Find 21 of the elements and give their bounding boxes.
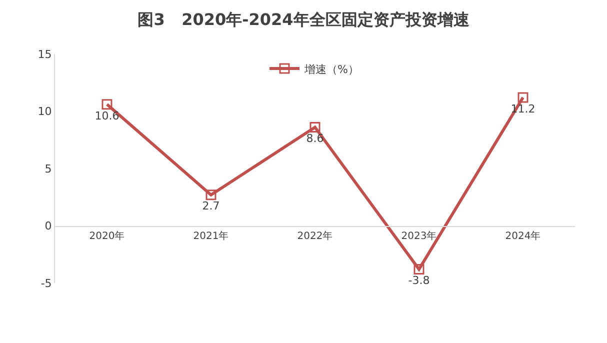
data-label: 10.6 xyxy=(94,109,120,122)
legend-label: 增速（%） xyxy=(304,62,359,76)
y-tick-label: 5 xyxy=(44,162,52,176)
y-tick-label: 0 xyxy=(44,220,52,233)
data-label: 8.6 xyxy=(306,132,324,146)
point xyxy=(102,99,112,110)
y-tick-label: 15 xyxy=(38,48,52,61)
data-label: 2.7 xyxy=(202,200,220,213)
y-tick-label: -5 xyxy=(40,276,52,290)
chart-title: 图3 2020年-2024年全区固定资产投资增速 xyxy=(138,10,470,29)
point xyxy=(206,190,216,200)
y-tick-label: 10 xyxy=(38,105,52,118)
x-tick-label: 2021年 xyxy=(193,230,229,242)
x-tick-label: 2022年 xyxy=(297,230,333,242)
point xyxy=(518,92,528,103)
x-tick-label: 2020年 xyxy=(89,230,125,242)
point xyxy=(414,264,424,275)
x-tick-label: 2023年 xyxy=(401,230,437,242)
x-tick-label: 2024年 xyxy=(505,230,541,242)
point xyxy=(310,122,320,133)
data-label: -3.8 xyxy=(408,274,430,288)
